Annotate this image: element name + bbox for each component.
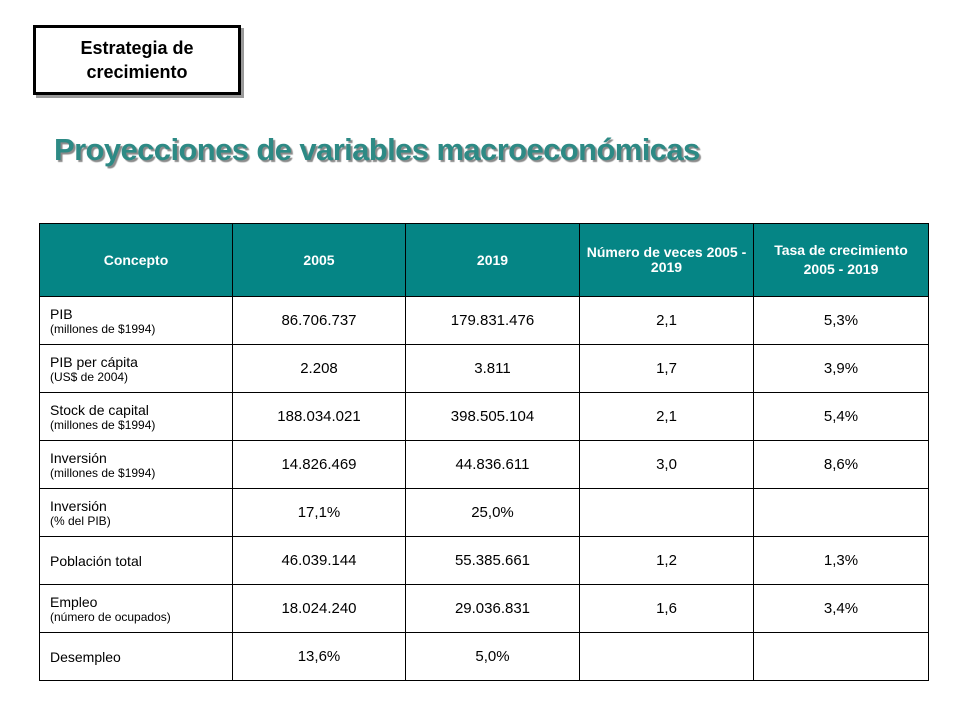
cell-concepto: Inversión (% del PIB) xyxy=(39,488,233,537)
cell-concepto: Población total xyxy=(39,536,233,585)
cell-tasa-crecimiento: 5,4% xyxy=(753,392,929,441)
cell-concepto: PIB per cápita (US$ de 2004) xyxy=(39,344,233,393)
cell-numero-veces: 1,7 xyxy=(579,344,754,393)
concept-unit: (% del PIB) xyxy=(50,513,111,528)
cell-tasa-crecimiento: 1,3% xyxy=(753,536,929,585)
cell-2019: 3.811 xyxy=(405,344,580,393)
cell-tasa-crecimiento: 3,9% xyxy=(753,344,929,393)
cell-2005: 2.208 xyxy=(232,344,406,393)
concept-unit: (número de ocupados) xyxy=(50,609,171,624)
concept-label: Población total xyxy=(50,552,142,569)
cell-2019: 5,0% xyxy=(405,632,580,681)
cell-2005: 18.024.240 xyxy=(232,584,406,633)
cell-numero-veces: 2,1 xyxy=(579,392,754,441)
concept-unit: (millones de $1994) xyxy=(50,321,156,336)
cell-numero-veces: 3,0 xyxy=(579,440,754,489)
cell-tasa-crecimiento xyxy=(753,632,929,681)
cell-concepto: PIB (millones de $1994) xyxy=(39,296,233,345)
concept-label: Desempleo xyxy=(50,648,121,665)
cell-numero-veces xyxy=(579,632,754,681)
table-row: Stock de capital (millones de $1994) 188.0… xyxy=(39,392,929,441)
cell-concepto: Inversión (millones de $1994) xyxy=(39,440,233,489)
cell-2005: 17,1% xyxy=(232,488,406,537)
table-row: Inversión (millones de $1994) 14.826.469 44… xyxy=(39,440,929,489)
cell-numero-veces: 1,2 xyxy=(579,536,754,585)
table-row: Empleo (número de ocupados) 18.024.240 29.0… xyxy=(39,584,929,633)
cell-tasa-crecimiento xyxy=(753,488,929,537)
concept-unit: (millones de $1994) xyxy=(50,417,156,432)
table-row: Desempleo 13,6% 5,0% xyxy=(39,632,929,681)
concept-label: Inversión xyxy=(50,497,107,514)
header-concepto: Concepto xyxy=(39,223,233,297)
cell-2005: 188.034.021 xyxy=(232,392,406,441)
section-tag-line1: Estrategia de xyxy=(80,38,194,58)
cell-2019: 55.385.661 xyxy=(405,536,580,585)
cell-2019: 25,0% xyxy=(405,488,580,537)
cell-concepto: Stock de capital (millones de $1994) xyxy=(39,392,233,441)
page-title: Proyecciones de variables macroeconómica… xyxy=(54,132,700,167)
cell-numero-veces: 2,1 xyxy=(579,296,754,345)
table-row: Población total 46.039.144 55.385.661 1,2 1,… xyxy=(39,536,929,585)
concept-label: Empleo xyxy=(50,593,98,610)
header-tasa-line2: 2005 - 2019 xyxy=(803,261,879,277)
table-header-row: Concepto 2005 2019 Número de veces 2005 … xyxy=(39,223,929,297)
cell-numero-veces: 1,6 xyxy=(579,584,754,633)
cell-concepto: Empleo (número de ocupados) xyxy=(39,584,233,633)
cell-2019: 179.831.476 xyxy=(405,296,580,345)
cell-numero-veces xyxy=(579,488,754,537)
concept-label: PIB per cápita xyxy=(50,353,138,370)
cell-2005: 14.826.469 xyxy=(232,440,406,489)
table-row: Inversión (% del PIB) 17,1% 25,0% xyxy=(39,488,929,537)
projections-table: Concepto 2005 2019 Número de veces 2005 … xyxy=(39,223,929,681)
concept-label: PIB xyxy=(50,305,73,322)
cell-2019: 398.505.104 xyxy=(405,392,580,441)
cell-tasa-crecimiento: 3,4% xyxy=(753,584,929,633)
cell-2019: 44.836.611 xyxy=(405,440,580,489)
cell-tasa-crecimiento: 5,3% xyxy=(753,296,929,345)
section-tag-line2: crecimiento xyxy=(86,62,188,82)
cell-concepto: Desempleo xyxy=(39,632,233,681)
section-tag: Estrategia de crecimiento xyxy=(33,25,241,95)
concept-label: Stock de capital xyxy=(50,401,149,418)
table-row: PIB (millones de $1994) 86.706.737 179.831.… xyxy=(39,296,929,345)
concept-unit: (US$ de 2004) xyxy=(50,369,129,384)
concept-label: Inversión xyxy=(50,449,107,466)
cell-2005: 13,6% xyxy=(232,632,406,681)
cell-tasa-crecimiento: 8,6% xyxy=(753,440,929,489)
header-2019: 2019 xyxy=(405,223,580,297)
cell-2019: 29.036.831 xyxy=(405,584,580,633)
cell-2005: 46.039.144 xyxy=(232,536,406,585)
header-tasa-line1: Tasa de crecimiento xyxy=(774,242,908,258)
header-2005: 2005 xyxy=(232,223,406,297)
table-row: PIB per cápita (US$ de 2004) 2.208 3.811 1,7… xyxy=(39,344,929,393)
header-numero-veces: Número de veces 2005 - 2019 xyxy=(579,223,754,297)
header-tasa-crecimiento: Tasa de crecimiento 2005 - 2019 xyxy=(753,223,929,297)
concept-unit: (millones de $1994) xyxy=(50,465,156,480)
cell-2005: 86.706.737 xyxy=(232,296,406,345)
